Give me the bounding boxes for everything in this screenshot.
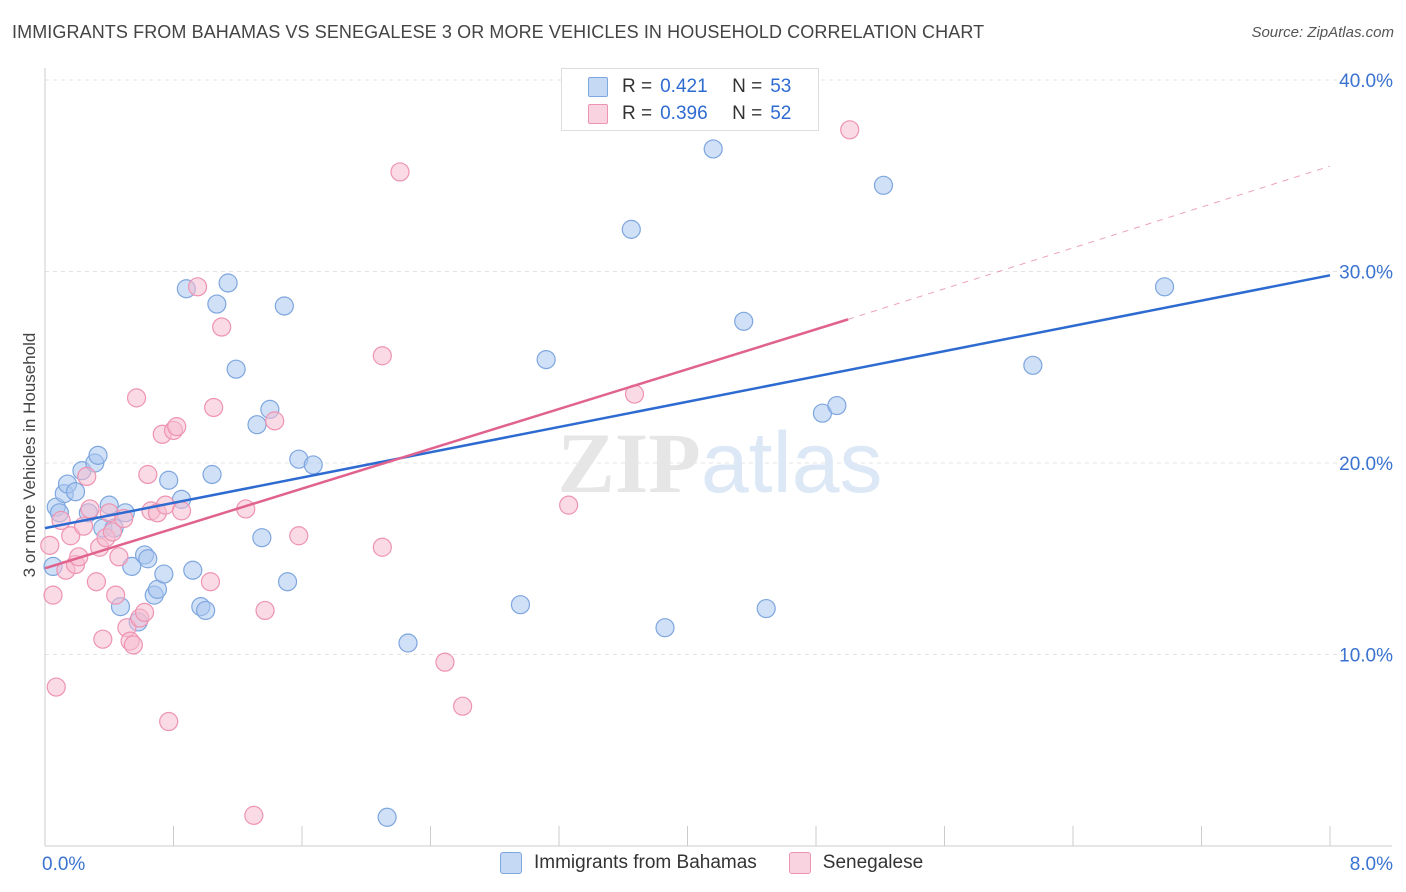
- data-point-senegalese: [187, 277, 208, 297]
- legend-item-bahamas: Immigrants from Bahamas: [500, 852, 757, 874]
- data-point-senegalese: [372, 537, 392, 557]
- data-point-senegalese: [86, 572, 107, 592]
- data-point-senegalese: [372, 346, 392, 366]
- trend-line-senegalese: [44, 318, 849, 570]
- data-point-senegalese: [204, 397, 224, 418]
- data-point-bahamas: [756, 598, 776, 619]
- data-point-senegalese: [212, 317, 232, 337]
- data-point-senegalese: [93, 629, 113, 649]
- data-point-bahamas: [183, 560, 203, 580]
- legend-label-senegalese: Senegalese: [822, 852, 924, 873]
- trend-line-bahamas: [44, 274, 1331, 530]
- data-point-senegalese: [390, 162, 410, 182]
- data-point-senegalese: [167, 417, 187, 437]
- data-point-bahamas: [252, 528, 272, 548]
- y-tick-label: 10.0%: [1339, 646, 1393, 667]
- data-point-senegalese: [106, 585, 126, 605]
- data-point-bahamas: [207, 294, 227, 314]
- data-point-bahamas: [154, 564, 174, 584]
- data-point-bahamas: [510, 595, 531, 615]
- chart-title: IMMIGRANTS FROM BAHAMAS VS SENEGALESE 3 …: [12, 22, 985, 42]
- data-point-senegalese: [559, 495, 579, 515]
- legend-label-bahamas: Immigrants from Bahamas: [534, 852, 757, 873]
- data-point-senegalese: [102, 522, 123, 542]
- trend-extension-senegalese: [847, 165, 1331, 320]
- legend-swatch-bahamas: [500, 852, 522, 874]
- data-point-bahamas: [138, 549, 158, 569]
- data-point-senegalese: [43, 585, 63, 605]
- legend-n-value-senegalese: 52: [770, 103, 792, 124]
- data-point-bahamas: [873, 175, 894, 195]
- data-point-bahamas: [536, 349, 556, 370]
- data-point-senegalese: [138, 464, 158, 485]
- data-point-senegalese: [61, 526, 81, 546]
- data-point-bahamas: [1023, 355, 1043, 375]
- legend-n-label: N =: [732, 103, 763, 124]
- data-point-senegalese: [46, 677, 66, 697]
- data-point-senegalese: [255, 600, 275, 621]
- data-point-bahamas: [277, 572, 298, 592]
- data-point-bahamas: [202, 464, 222, 485]
- legend-n-value-bahamas: 53: [770, 76, 792, 97]
- legend-n-label: N =: [732, 76, 763, 97]
- legend-r-value-senegalese: 0.396: [660, 103, 708, 124]
- correlation-legend: R = 0.421 N = 53 R = 0.396 N = 52: [561, 68, 819, 131]
- data-point-bahamas: [226, 359, 246, 379]
- data-point-bahamas: [88, 445, 108, 465]
- data-point-bahamas: [377, 807, 397, 827]
- data-point-bahamas: [159, 470, 179, 490]
- data-point-senegalese: [123, 635, 143, 655]
- data-point-bahamas: [218, 273, 238, 293]
- data-point-bahamas: [122, 556, 142, 577]
- data-point-bahamas: [655, 618, 675, 638]
- data-point-senegalese: [134, 602, 155, 622]
- data-point-senegalese: [126, 388, 147, 408]
- x-tick-label: 8.0%: [1350, 854, 1393, 875]
- data-point-senegalese: [265, 411, 285, 431]
- data-point-bahamas: [734, 311, 754, 331]
- watermark: ZIPatlas: [557, 415, 882, 511]
- data-point-senegalese: [200, 572, 221, 592]
- data-point-bahamas: [274, 296, 294, 316]
- data-point-senegalese: [80, 499, 100, 519]
- data-point-senegalese: [171, 501, 192, 521]
- data-point-senegalese: [40, 535, 60, 555]
- data-point-bahamas: [398, 633, 418, 653]
- data-point-senegalese: [289, 526, 309, 546]
- chart-source: Source: ZipAtlas.com: [1251, 24, 1394, 41]
- data-point-senegalese: [453, 696, 473, 716]
- data-point-bahamas: [196, 600, 216, 621]
- legend-row-senegalese: R = 0.396 N = 52: [588, 102, 791, 126]
- data-point-bahamas: [827, 395, 847, 416]
- data-point-bahamas: [1154, 277, 1175, 297]
- data-point-senegalese: [159, 711, 179, 732]
- y-tick-label: 40.0%: [1339, 71, 1393, 92]
- data-point-bahamas: [703, 139, 723, 159]
- data-point-bahamas: [621, 219, 641, 239]
- data-point-bahamas: [65, 482, 86, 502]
- data-point-senegalese: [109, 547, 129, 567]
- legend-r-label: R =: [622, 76, 653, 97]
- legend-row-bahamas: R = 0.421 N = 53: [588, 75, 791, 99]
- legend-swatch-senegalese: [788, 852, 811, 874]
- legend-swatch-senegalese: [588, 104, 608, 124]
- data-point-senegalese: [77, 466, 97, 487]
- data-point-senegalese: [244, 805, 264, 825]
- legend-r-value-bahamas: 0.421: [660, 76, 708, 97]
- legend-r-label: R =: [622, 103, 653, 124]
- y-tick-label: 20.0%: [1339, 454, 1393, 475]
- series-legend: Immigrants from Bahamas Senegalese: [500, 852, 955, 874]
- data-point-senegalese: [840, 120, 860, 140]
- data-point-bahamas: [303, 455, 323, 475]
- data-point-bahamas: [247, 415, 267, 435]
- x-tick-label: 0.0%: [42, 854, 85, 875]
- data-point-senegalese: [435, 652, 455, 672]
- y-tick-label: 30.0%: [1339, 263, 1393, 284]
- legend-swatch-bahamas: [588, 77, 608, 97]
- legend-item-senegalese: Senegalese: [788, 852, 924, 874]
